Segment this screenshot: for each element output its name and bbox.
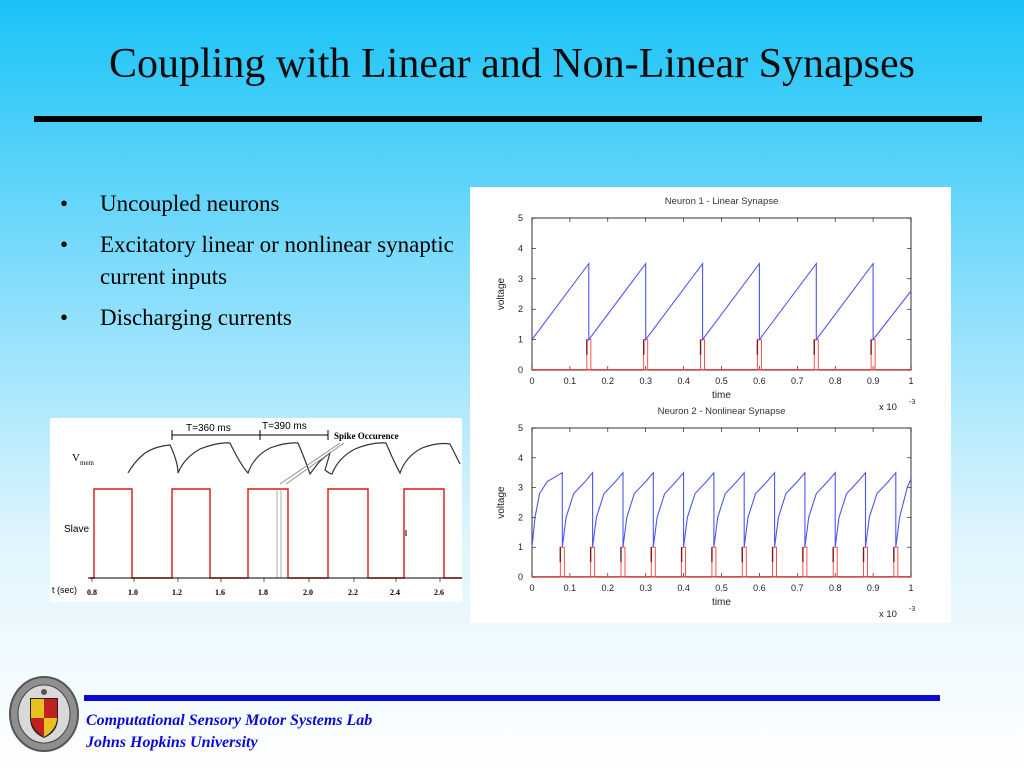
tick-label: 2.4	[390, 588, 400, 597]
y-tick-label: 5	[518, 423, 523, 433]
x-tick-label: 0.8	[829, 583, 842, 593]
x-axis-label: time	[712, 597, 731, 608]
tick-label: 1.8	[258, 588, 268, 597]
tick-label: 1.2	[172, 588, 182, 597]
bullet-item: • Discharging currents	[58, 302, 458, 334]
vmem-trace	[127, 442, 461, 476]
vmem-sub-label: mem	[80, 459, 95, 467]
y-tick-label: 1	[518, 542, 523, 552]
bullet-marker: •	[60, 232, 69, 257]
x-tick-label: 0.9	[867, 583, 880, 593]
x-tick-label: 0	[529, 376, 534, 386]
footer-text: Computational Sensory Motor Systems Lab …	[86, 710, 372, 754]
x-tick-label: 0.7	[791, 376, 804, 386]
chart-title: Neuron 2 - Nonlinear Synapse	[658, 406, 786, 417]
period2-label: T=390 ms	[262, 421, 307, 432]
slave-pulses	[90, 488, 462, 579]
x-tick-label: 0.8	[829, 376, 842, 386]
y-tick-label: 0	[518, 572, 523, 582]
vmem-label: V	[72, 452, 80, 464]
y-tick-label: 2	[518, 512, 523, 522]
y-tick-label: 5	[518, 213, 523, 223]
slide-title: Coupling with Linear and Non-Linear Syna…	[109, 41, 915, 87]
x-tick-label: 0.6	[753, 376, 766, 386]
y-tick-label: 4	[518, 243, 523, 253]
x-tick-label: 0.6	[753, 583, 766, 593]
x-tick-label: 0.1	[564, 583, 577, 593]
time-axis-label: t (sec)	[52, 585, 77, 595]
y-tick-label: 3	[518, 274, 523, 284]
x-tick-label: 0.2	[602, 583, 615, 593]
voltage-trace	[531, 261, 912, 342]
x-multiplier-exponent: -3	[909, 399, 915, 406]
y-axis-label: voltage	[496, 486, 507, 519]
x-tick-label: 0.9	[867, 376, 880, 386]
spike-occurence-label: Spike Occurence	[334, 431, 399, 441]
footer-rule	[84, 695, 940, 701]
x-tick-label: 0.4	[677, 583, 690, 593]
x-tick-label: 1	[908, 583, 913, 593]
x-tick-label: 0.3	[639, 376, 652, 386]
x-tick-label: 0.5	[715, 583, 728, 593]
y-tick-label: 1	[518, 335, 523, 345]
x-tick-label: 0.3	[639, 583, 652, 593]
tick-label: 1.6	[215, 588, 225, 597]
bullet-item: • Uncoupled neurons	[58, 188, 458, 220]
slave-label: Slave	[64, 524, 89, 535]
x-tick-label: 1	[908, 376, 913, 386]
tick-label: 0.8	[87, 588, 97, 597]
bullet-text: Excitatory linear or nonlinear synaptic …	[100, 232, 454, 289]
bullet-item: • Excitatory linear or nonlinear synaptic…	[58, 229, 458, 293]
x-multiplier-label: x 10	[879, 609, 897, 620]
bullet-marker: •	[60, 305, 69, 330]
y-axis-label: voltage	[496, 277, 507, 310]
period1-label: T=360 ms	[186, 423, 231, 434]
x-multiplier-exponent: -3	[909, 606, 915, 613]
y-tick-label: 3	[518, 483, 523, 493]
footer-lab-name: Computational Sensory Motor Systems Lab	[86, 712, 373, 729]
tick-label: 2.0	[303, 588, 313, 597]
y-tick-label: 0	[518, 365, 523, 375]
title-rule	[34, 116, 982, 122]
tick-label: 1.0	[128, 588, 138, 597]
x-tick-label: 0	[529, 583, 534, 593]
university-seal-icon	[8, 674, 80, 754]
x-multiplier-label: x 10	[879, 402, 897, 413]
chart-title: Neuron 1 - Linear Synapse	[665, 196, 779, 207]
x-tick-label: 0.4	[677, 376, 690, 386]
tick-label: 2.6	[434, 588, 444, 597]
vmem-slave-figure: V mem T=360 ms T=390 ms Spike Occurence …	[50, 418, 462, 602]
bullet-marker: •	[60, 191, 69, 216]
neuron-plots-figure: Neuron 1 - Linear Synapse 0 1 2 3 4 5 0 0.1 0.2 0.…	[470, 187, 951, 623]
x-tick-label: 0.7	[791, 583, 804, 593]
voltage-trace	[531, 471, 912, 548]
y-tick-label: 4	[518, 453, 523, 463]
x-tick-label: 0.5	[715, 376, 728, 386]
x-tick-label: 0.1	[564, 376, 577, 386]
plot-frame	[531, 427, 912, 578]
y-tick-label: 2	[518, 304, 523, 314]
bullet-text: Uncoupled neurons	[100, 191, 280, 216]
tick-label: 2.2	[348, 588, 358, 597]
footer-university-name: Johns Hopkins University	[86, 734, 258, 751]
bullet-list: • Uncoupled neurons • Excitatory linear or…	[58, 188, 458, 343]
x-axis-label: time	[712, 390, 731, 401]
x-tick-label: 0.2	[602, 376, 615, 386]
bullet-text: Discharging currents	[100, 305, 292, 330]
